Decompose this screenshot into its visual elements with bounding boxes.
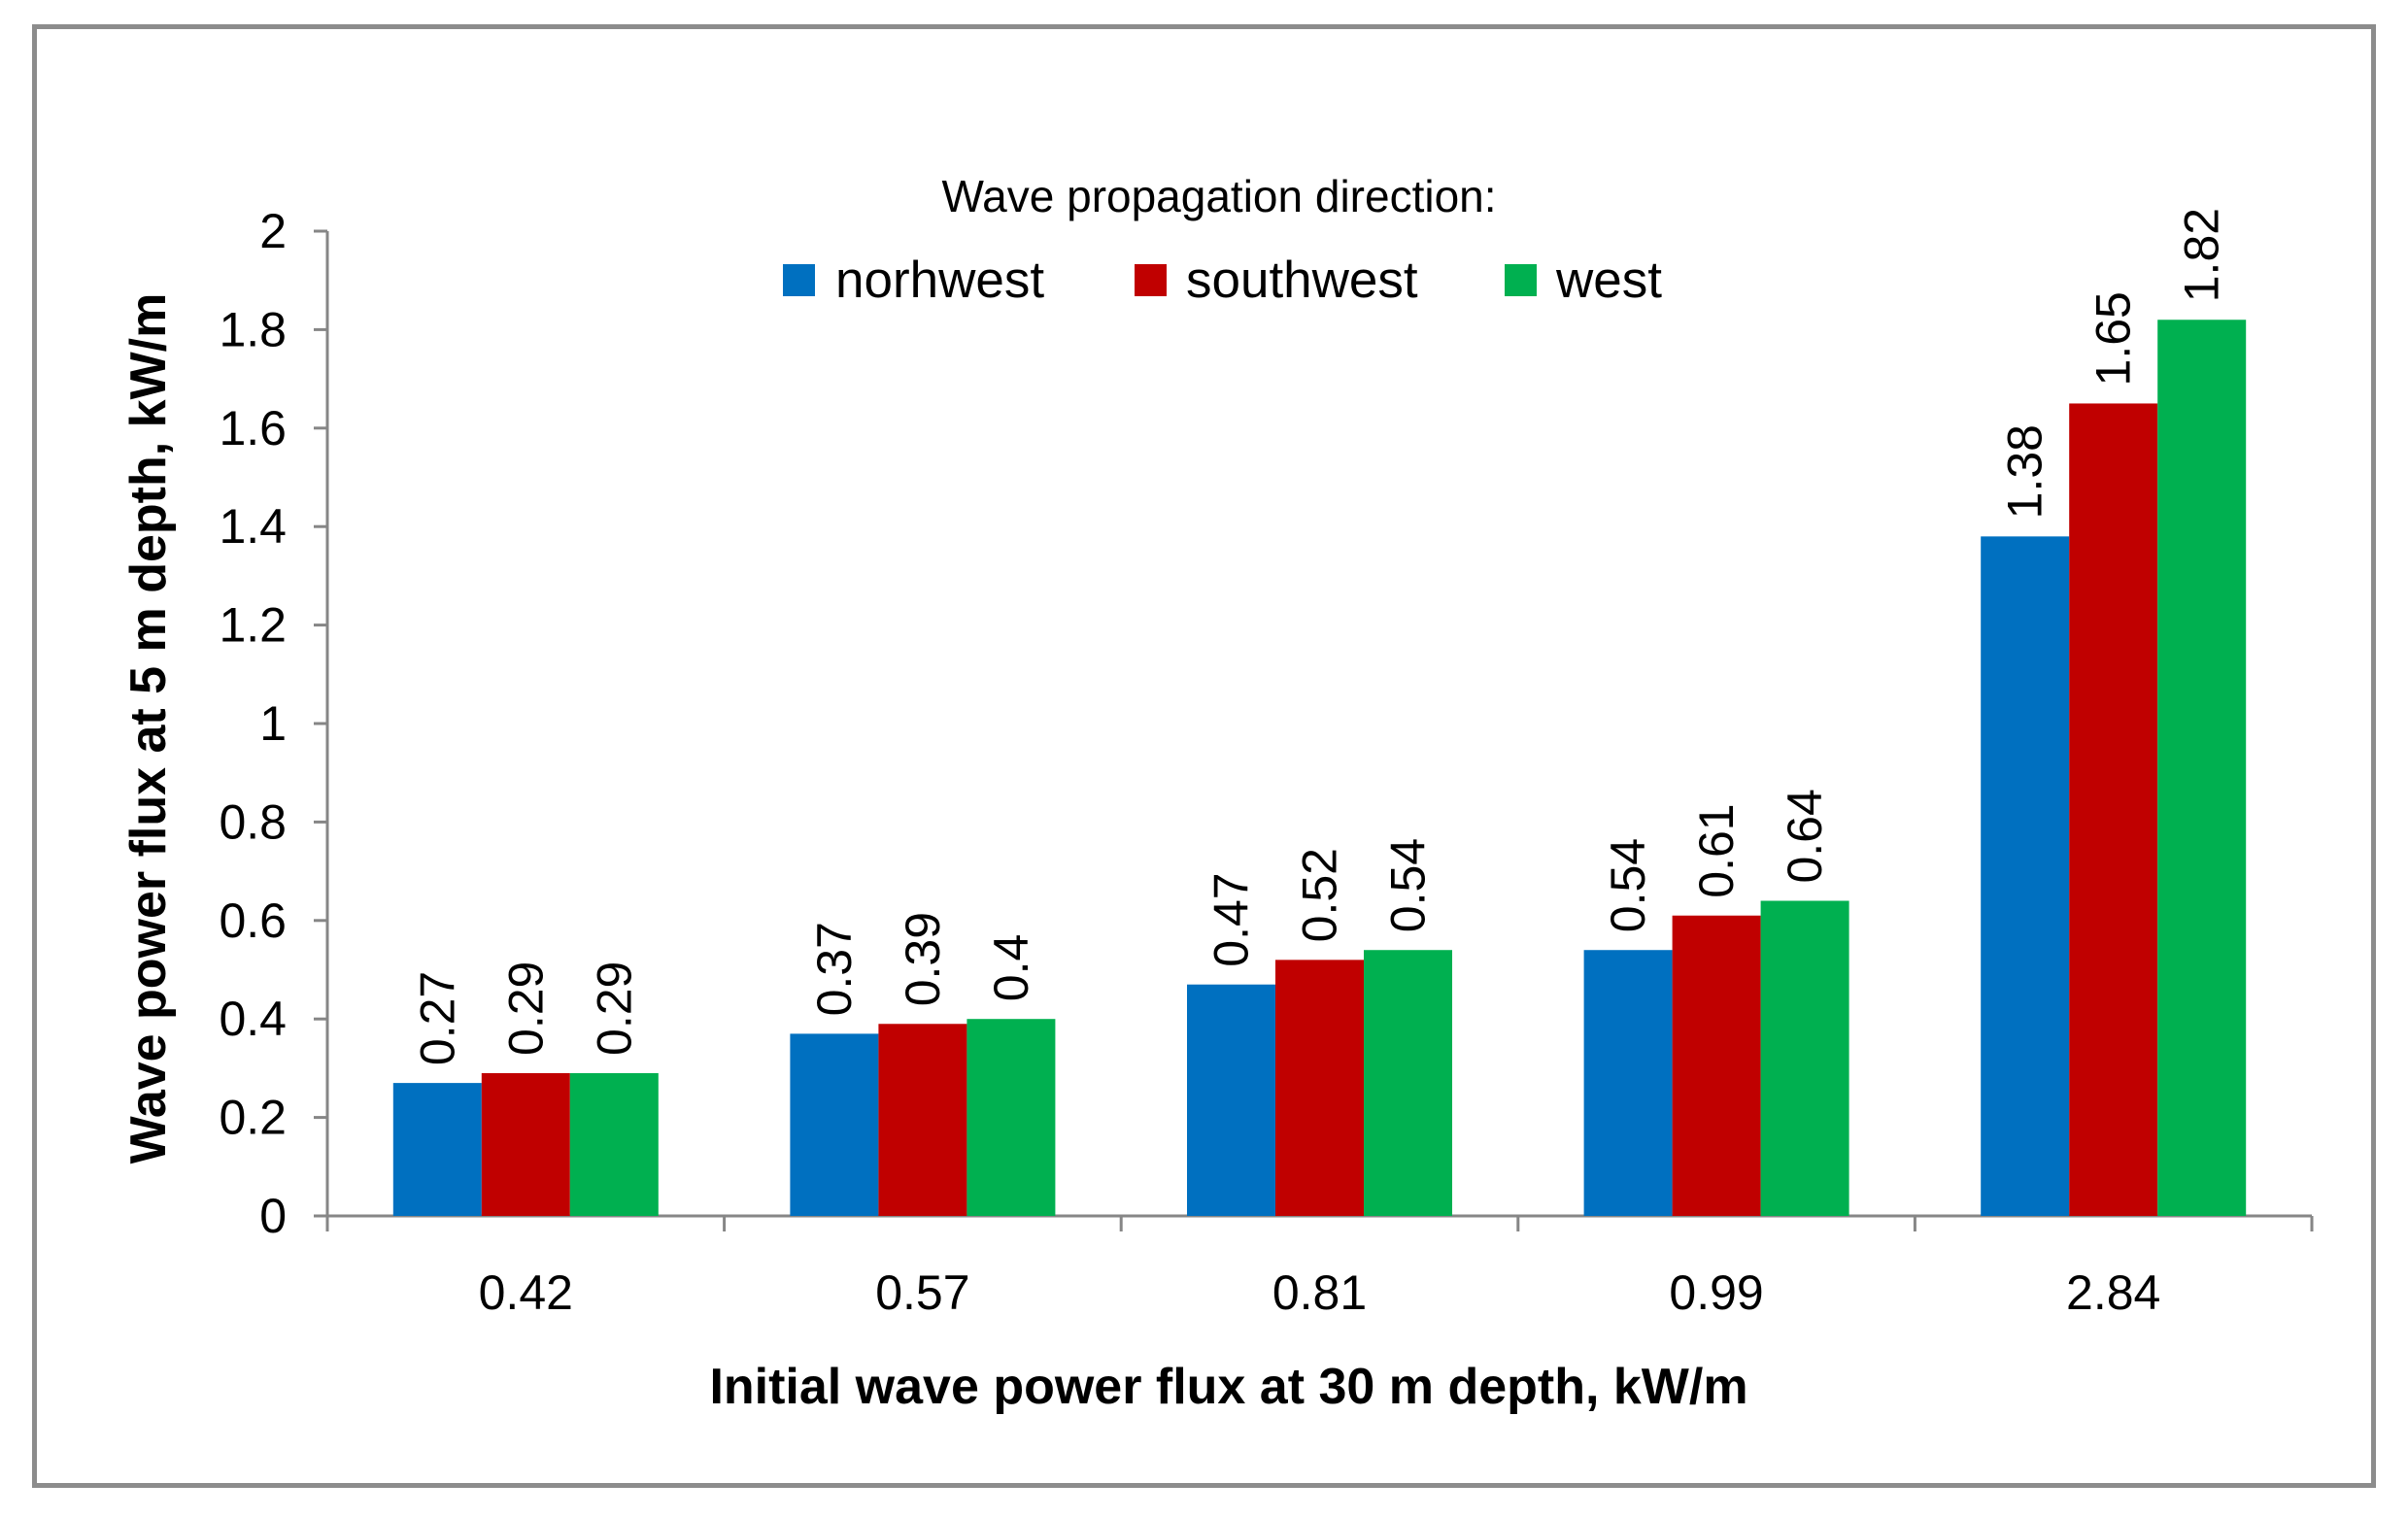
data-label: 0.37 bbox=[807, 922, 862, 1016]
x-tick-label: 2.84 bbox=[2066, 1265, 2160, 1320]
x-tick-label: 0.99 bbox=[1669, 1265, 1763, 1320]
y-tick-label: 1.8 bbox=[219, 302, 287, 356]
y-tick-label: 0.8 bbox=[219, 794, 287, 849]
data-label: 0.4 bbox=[984, 934, 1038, 1002]
legend-swatch-west bbox=[1505, 264, 1537, 296]
data-label: 0.27 bbox=[410, 971, 464, 1065]
bar-southwest bbox=[481, 1072, 570, 1216]
bar-west bbox=[1760, 900, 1849, 1216]
data-label: 0.54 bbox=[1381, 838, 1436, 932]
data-label: 0.64 bbox=[1778, 789, 1832, 883]
data-label: 0.54 bbox=[1601, 838, 1655, 932]
bar-west bbox=[967, 1019, 1056, 1216]
y-tick-label: 1.2 bbox=[219, 598, 287, 653]
bar-norhwest bbox=[392, 1083, 482, 1216]
legend-swatch-southwest bbox=[1135, 264, 1167, 296]
bar-norhwest bbox=[1187, 984, 1275, 1216]
x-tick-label: 0.57 bbox=[875, 1265, 969, 1320]
x-axis-title: Initial wave power flux at 30 m depth, k… bbox=[709, 1359, 1747, 1415]
data-label: 1.38 bbox=[1998, 424, 2052, 519]
bar-west bbox=[1364, 950, 1452, 1216]
data-label: 0.52 bbox=[1293, 848, 1347, 942]
bars bbox=[392, 320, 2247, 1216]
data-label: 1.82 bbox=[2175, 208, 2229, 302]
y-tick-label: 1.4 bbox=[219, 499, 287, 554]
legend-label-southwest: southwest bbox=[1186, 252, 1418, 309]
x-tick-label: 0.81 bbox=[1272, 1265, 1367, 1320]
data-label: 1.65 bbox=[2086, 291, 2141, 386]
legend-label-norhwest: norhwest bbox=[835, 252, 1044, 309]
bar-norhwest bbox=[1583, 950, 1673, 1216]
bar-west bbox=[569, 1072, 659, 1216]
y-axis-title: Wave power flux at 5 m depth, kW/m bbox=[120, 293, 177, 1164]
bar-norhwest bbox=[1981, 536, 2070, 1216]
legend-swatch-norhwest bbox=[783, 264, 815, 296]
bar-west bbox=[2157, 320, 2247, 1216]
data-label: 0.61 bbox=[1689, 803, 1744, 897]
data-labels: 0.27 0.29 0.29 0.37 0.39 0.4 0.47 0.52 0.54 0.54 0… bbox=[410, 208, 2228, 1065]
y-tick-label: 0.4 bbox=[219, 992, 287, 1046]
legend-title: Wave propagation direction: bbox=[941, 171, 1496, 221]
bar-norhwest bbox=[790, 1033, 879, 1216]
y-tick-label: 0.6 bbox=[219, 893, 287, 948]
bar-southwest bbox=[1672, 915, 1761, 1216]
y-tick-label: 0.2 bbox=[219, 1091, 287, 1145]
legend-label-west: west bbox=[1555, 252, 1662, 309]
x-tick-label: 0.42 bbox=[479, 1265, 573, 1320]
data-label: 0.29 bbox=[587, 961, 641, 1056]
y-tick-label: 2 bbox=[259, 204, 287, 258]
bar-southwest bbox=[878, 1024, 967, 1216]
data-label: 0.47 bbox=[1204, 872, 1259, 966]
data-label: 0.29 bbox=[498, 961, 553, 1056]
y-tick-label: 1.6 bbox=[219, 401, 287, 455]
bar-southwest bbox=[2069, 403, 2158, 1216]
y-tick-label: 0 bbox=[259, 1189, 287, 1243]
bar-southwest bbox=[1275, 960, 1364, 1216]
legend: Wave propagation direction: norhwest sout… bbox=[783, 171, 1662, 309]
y-tick-label: 1 bbox=[259, 696, 287, 751]
data-label: 0.39 bbox=[896, 912, 950, 1006]
